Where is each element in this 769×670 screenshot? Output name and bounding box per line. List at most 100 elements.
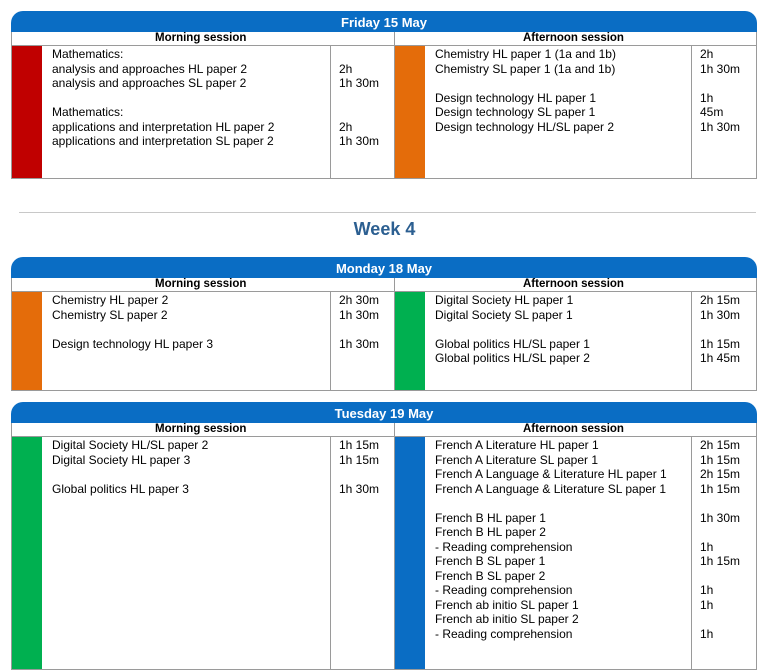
exam-paper: Chemistry HL paper 2: [52, 293, 169, 307]
exam-paper: Digital Society HL/SL paper 2: [52, 438, 209, 452]
exam-duration: 2h: [700, 47, 714, 61]
subject-color-bar: [12, 292, 42, 390]
duration-column-divider: [330, 437, 331, 669]
exam-paper: French B HL paper 1: [435, 510, 546, 525]
exam-paper: Global politics HL paper 3: [52, 481, 189, 496]
morning-session: Morning session Digital Society HL/SL pap…: [12, 423, 395, 669]
duration-column-divider: [691, 46, 692, 178]
session-content: Chemistry HL paper 2 2h 30m Chemistry SL p…: [12, 292, 394, 390]
session-content: Digital Society HL paper 1 2h 15m Digital …: [395, 292, 756, 390]
subject-color-bar: [395, 292, 425, 390]
exam-paper: Chemistry HL paper 1 (1a and 1b): [435, 47, 616, 61]
exam-duration: 1h: [700, 583, 714, 597]
exam-paper: Chemistry SL paper 1 (1a and 1b): [435, 61, 616, 76]
exam-duration: 2h: [339, 119, 353, 134]
exam-paper: applications and interpretation HL paper…: [52, 119, 275, 134]
exam-paper: French A Literature SL paper 1: [435, 452, 598, 467]
exam-paper: Design technology HL paper 3: [52, 336, 213, 351]
exam-duration: 2h 15m: [700, 467, 741, 481]
session-header: Afternoon session: [395, 278, 756, 292]
exam-duration: 1h 30m: [339, 76, 380, 90]
exam-duration: 1h 30m: [339, 134, 380, 148]
exam-paper: Global politics HL/SL paper 2: [435, 351, 590, 365]
day-header: Tuesday 19 May: [11, 402, 757, 423]
exam-paper: - Reading comprehension: [435, 583, 573, 597]
day-body: Morning session Digital Society HL/SL pap…: [11, 423, 757, 670]
exam-paper: Mathematics:: [52, 47, 124, 61]
week-divider: [19, 212, 756, 213]
exam-duration: 1h 30m: [339, 481, 380, 496]
exam-paper: French A Language & Literature SL paper …: [435, 481, 667, 496]
afternoon-session: Afternoon session Chemistry HL paper 1 (1…: [395, 32, 756, 178]
subject-color-bar: [12, 437, 42, 669]
exam-duration: 2h: [339, 61, 353, 76]
session-label: Morning session: [155, 423, 247, 435]
day-header: Friday 15 May: [11, 11, 757, 32]
exam-duration: 1h 30m: [700, 61, 741, 76]
day-header: Monday 18 May: [11, 257, 757, 278]
exam-duration: 1h: [700, 626, 714, 641]
session-label: Morning session: [155, 278, 247, 290]
exam-duration: 1h 15m: [700, 336, 741, 351]
exam-paper: Global politics HL/SL paper 1: [435, 336, 590, 351]
exam-paper: Mathematics:: [52, 105, 124, 119]
exam-duration: 1h 15m: [339, 452, 380, 467]
exam-paper: - Reading comprehension: [435, 539, 573, 554]
exam-paper: Design technology HL paper 1: [435, 90, 596, 105]
exam-duration: 1h 15m: [700, 452, 741, 467]
exam-duration: 2h 15m: [700, 293, 741, 307]
session-content: Digital Society HL/SL paper 2 1h 15m Digit…: [12, 437, 394, 669]
exam-paper: Digital Society HL paper 3: [52, 452, 191, 467]
exam-paper: Digital Society SL paper 1: [435, 307, 573, 322]
exam-paper: Chemistry SL paper 2: [52, 307, 168, 322]
exam-paper: applications and interpretation SL paper…: [52, 134, 274, 148]
exam-paper: analysis and approaches SL paper 2: [52, 76, 247, 90]
exam-duration: 1h 30m: [700, 119, 741, 134]
day-body: Morning session Chemistry HL paper 2 2h 30…: [11, 278, 757, 391]
exam-paper: French ab initio SL paper 1: [435, 597, 579, 612]
session-header: Afternoon session: [395, 423, 756, 437]
day-block: Friday 15 May Morning session Mathematics:…: [11, 11, 757, 179]
exam-duration: 1h 30m: [339, 307, 380, 322]
exam-duration: 45m: [700, 105, 724, 119]
session-header: Morning session: [12, 278, 394, 292]
afternoon-session: Afternoon session Digital Society HL pape…: [395, 278, 756, 390]
subject-color-bar: [395, 437, 425, 669]
morning-session: Morning session Chemistry HL paper 2 2h 30…: [12, 278, 395, 390]
exam-paper: French A Language & Literature HL paper …: [435, 467, 667, 481]
afternoon-session: Afternoon session French A Literature HL …: [395, 423, 756, 669]
day-block: Monday 18 May Morning session Chemistry HL…: [11, 257, 757, 391]
exam-duration: 1h: [700, 597, 714, 612]
exam-paper: French B HL paper 2: [435, 525, 546, 539]
session-header: Afternoon session: [395, 32, 756, 46]
exam-duration: 1h 30m: [700, 307, 741, 322]
exam-duration: 2h 15m: [700, 438, 741, 452]
exam-paper: French B SL paper 2: [435, 568, 546, 583]
subject-color-bar: [12, 46, 42, 178]
exam-paper: Design technology HL/SL paper 2: [435, 119, 615, 134]
exam-paper: Design technology SL paper 1: [435, 105, 596, 119]
duration-column-divider: [691, 437, 692, 669]
day-block: Tuesday 19 May Morning session Digital Soc…: [11, 402, 757, 670]
exam-paper: French ab initio SL paper 2: [435, 612, 579, 626]
exam-duration: 2h 30m: [339, 293, 380, 307]
exam-duration: 1h 15m: [339, 438, 380, 452]
session-label: Afternoon session: [523, 423, 624, 435]
exam-paper: - Reading comprehension: [435, 626, 573, 641]
exam-duration: 1h 15m: [700, 481, 741, 496]
session-header: Morning session: [12, 32, 394, 46]
duration-column-divider: [691, 292, 692, 390]
exam-paper: analysis and approaches HL paper 2: [52, 61, 248, 76]
session-content: Chemistry HL paper 1 (1a and 1b) 2h Chemis…: [395, 46, 756, 178]
session-label: Morning session: [155, 32, 247, 44]
duration-column-divider: [330, 292, 331, 390]
exam-duration: 1h 30m: [700, 510, 741, 525]
exam-duration: 1h 45m: [700, 351, 741, 365]
exam-paper: Digital Society HL paper 1: [435, 293, 574, 307]
session-content: Mathematics: analysis and approaches HL p…: [12, 46, 394, 178]
session-header: Morning session: [12, 423, 394, 437]
exam-duration: 1h: [700, 539, 714, 554]
exam-duration: 1h 30m: [339, 336, 380, 351]
session-label: Afternoon session: [523, 32, 624, 44]
session-content: French A Literature HL paper 1 2h 15m Fren…: [395, 437, 756, 669]
